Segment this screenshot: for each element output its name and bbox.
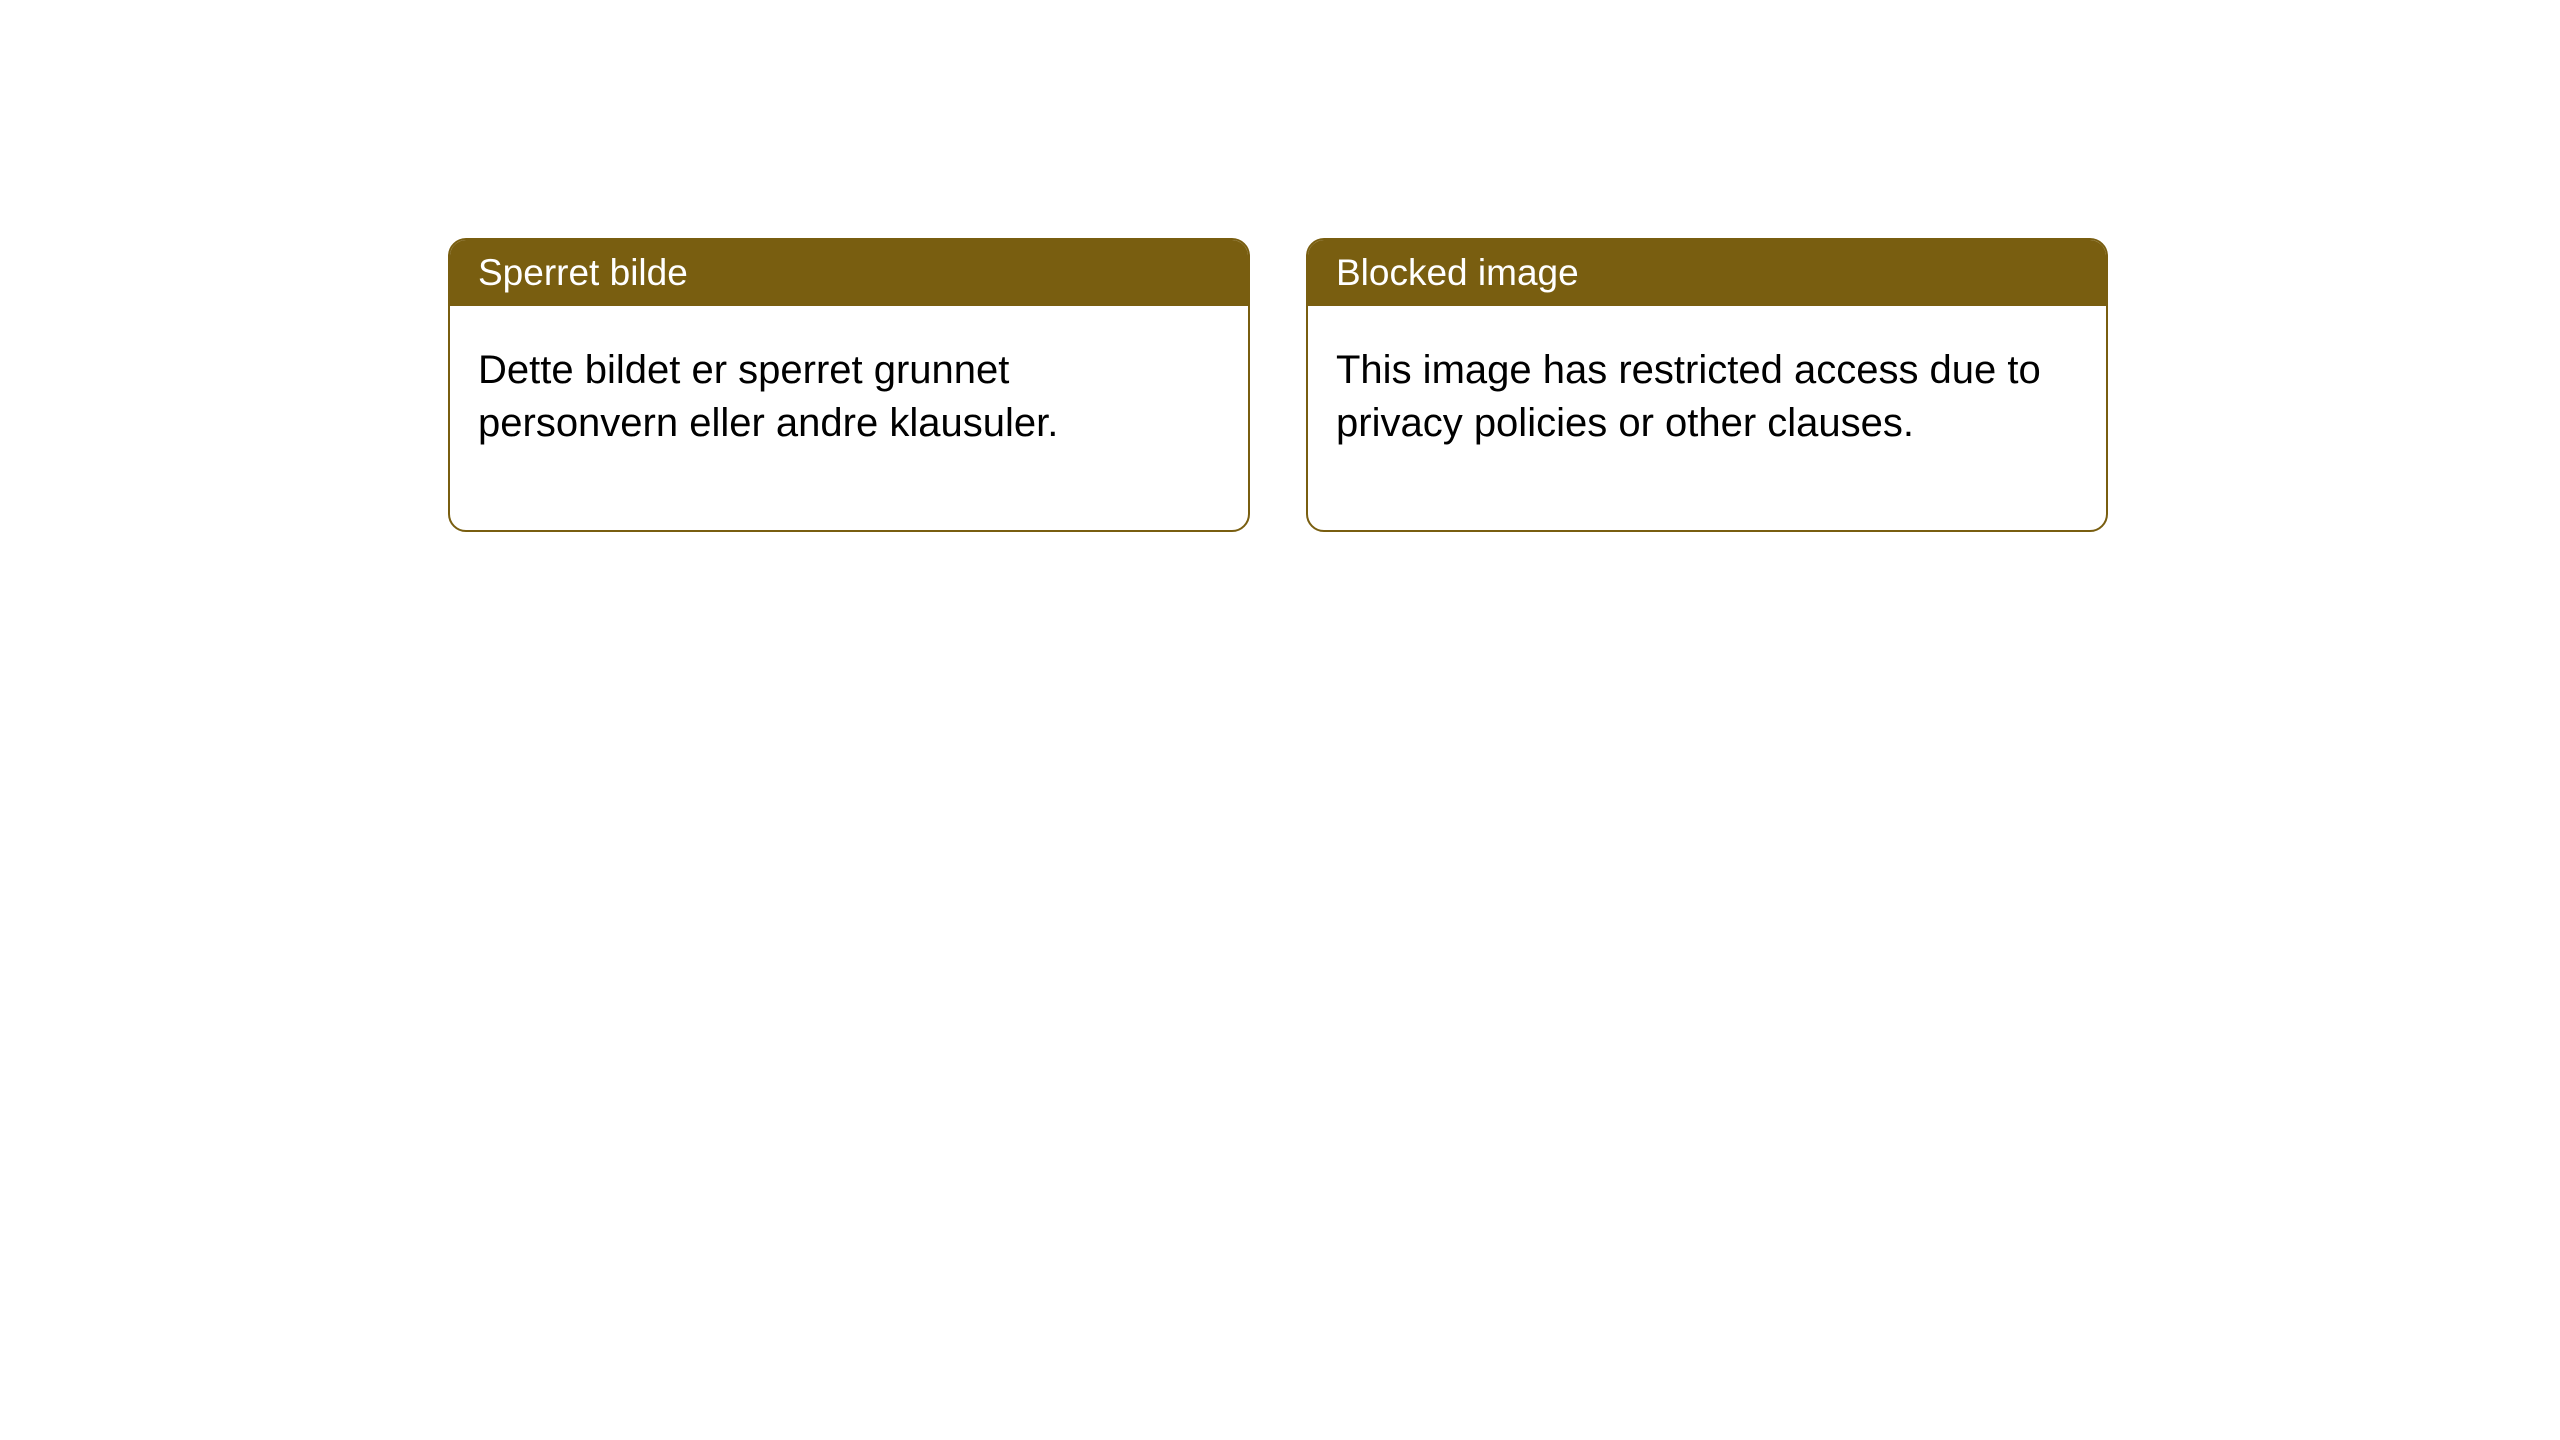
notice-container: Sperret bilde Dette bildet er sperret gr…: [0, 0, 2560, 532]
notice-body: Dette bildet er sperret grunnet personve…: [450, 306, 1248, 530]
notice-header: Blocked image: [1308, 240, 2106, 306]
notice-body: This image has restricted access due to …: [1308, 306, 2106, 530]
notice-card-norwegian: Sperret bilde Dette bildet er sperret gr…: [448, 238, 1250, 532]
notice-card-english: Blocked image This image has restricted …: [1306, 238, 2108, 532]
notice-header: Sperret bilde: [450, 240, 1248, 306]
